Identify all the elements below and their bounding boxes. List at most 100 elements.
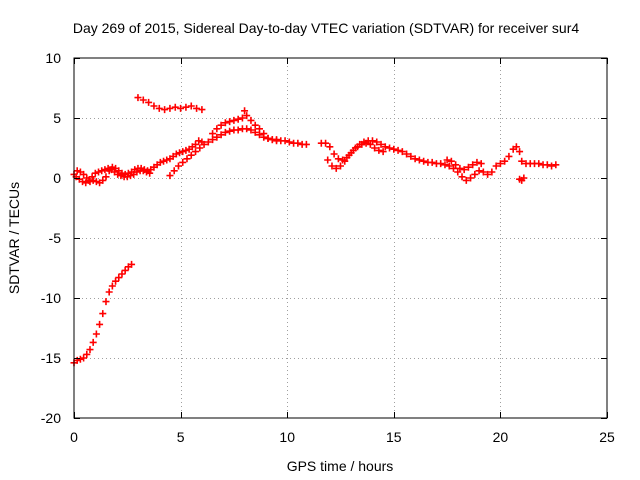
data-point xyxy=(349,146,357,154)
data-point xyxy=(146,169,154,177)
data-point xyxy=(322,139,330,147)
axis-ticks: 0 5 10 15 20 25 -20 -15 -10 -5 0 5 10 xyxy=(41,50,615,445)
data-point xyxy=(196,144,204,152)
data-point xyxy=(102,173,110,181)
data-point xyxy=(255,125,263,133)
data-point xyxy=(462,176,470,184)
data-point xyxy=(230,116,238,124)
data-point xyxy=(251,128,259,136)
y-tick-label: -5 xyxy=(49,230,62,246)
y-tick-label: -20 xyxy=(41,410,61,426)
data-point xyxy=(179,148,187,156)
data-point xyxy=(332,164,340,172)
data-point xyxy=(182,103,190,111)
data-point xyxy=(469,161,477,169)
data-point xyxy=(366,140,374,148)
data-point xyxy=(326,143,334,151)
data-point xyxy=(492,162,500,170)
data-point xyxy=(484,170,492,178)
data-point xyxy=(108,282,116,290)
data-point xyxy=(441,161,449,169)
y-tick-label: -15 xyxy=(41,350,61,366)
data-point xyxy=(247,126,255,134)
data-point xyxy=(204,138,212,146)
data-point xyxy=(80,354,88,362)
data-point xyxy=(294,139,302,147)
data-point xyxy=(381,143,389,151)
data-point xyxy=(281,137,289,145)
x-tick-label: 20 xyxy=(493,429,509,445)
data-point xyxy=(221,119,229,127)
data-point xyxy=(437,160,445,168)
series-arc-a xyxy=(70,137,206,187)
data-point xyxy=(243,125,251,133)
data-point xyxy=(99,176,107,184)
data-point xyxy=(234,115,242,123)
data-point xyxy=(145,98,153,106)
data-point xyxy=(458,173,466,181)
y-axis-label: SDTVAR / TECUs xyxy=(6,182,22,294)
data-point xyxy=(394,146,402,154)
data-point xyxy=(477,160,485,168)
data-point xyxy=(99,310,107,318)
data-point xyxy=(114,170,122,178)
data-point xyxy=(105,288,113,296)
data-point xyxy=(187,151,195,159)
data-point xyxy=(95,168,103,176)
data-point xyxy=(150,102,158,110)
data-point xyxy=(464,163,472,171)
data-point xyxy=(390,145,398,153)
data-point xyxy=(247,116,255,124)
data-point xyxy=(362,139,370,147)
data-point xyxy=(98,167,106,175)
data-point xyxy=(449,164,457,172)
y-tick-label: -10 xyxy=(41,290,61,306)
data-point xyxy=(268,136,276,144)
chart-title: Day 269 of 2015, Sidereal Day-to-day VTE… xyxy=(73,20,579,36)
data-point xyxy=(330,150,338,158)
data-point xyxy=(183,155,191,163)
data-point xyxy=(243,112,251,120)
data-point xyxy=(341,157,349,165)
data-point xyxy=(195,137,203,145)
data-point xyxy=(89,338,97,346)
data-point xyxy=(121,266,129,274)
data-point xyxy=(452,161,460,169)
series-arc-h xyxy=(516,174,528,184)
series-arc-g xyxy=(443,156,485,174)
data-point xyxy=(91,169,99,177)
data-point xyxy=(516,148,524,156)
data-point xyxy=(133,168,141,176)
data-points xyxy=(70,94,560,367)
data-point xyxy=(238,114,246,122)
data-point xyxy=(83,350,91,358)
data-point xyxy=(543,161,551,169)
data-point xyxy=(467,174,475,182)
data-point xyxy=(447,157,455,165)
data-point xyxy=(112,277,120,285)
data-point xyxy=(234,126,242,134)
data-point xyxy=(251,121,259,129)
data-point xyxy=(104,164,112,172)
data-point xyxy=(260,130,268,138)
data-point xyxy=(443,156,451,164)
data-point xyxy=(76,355,84,363)
data-point xyxy=(354,143,362,151)
data-point xyxy=(161,106,169,114)
data-point xyxy=(92,330,100,338)
data-point xyxy=(192,140,200,148)
data-point xyxy=(166,172,174,180)
data-point xyxy=(501,157,509,165)
data-point xyxy=(155,104,163,112)
data-point xyxy=(88,173,96,181)
data-point xyxy=(85,176,93,184)
data-point xyxy=(345,151,353,159)
data-point xyxy=(115,274,123,282)
data-point xyxy=(101,166,109,174)
data-point xyxy=(86,346,94,354)
data-point xyxy=(187,102,195,110)
data-point xyxy=(79,178,87,186)
data-point xyxy=(170,167,178,175)
